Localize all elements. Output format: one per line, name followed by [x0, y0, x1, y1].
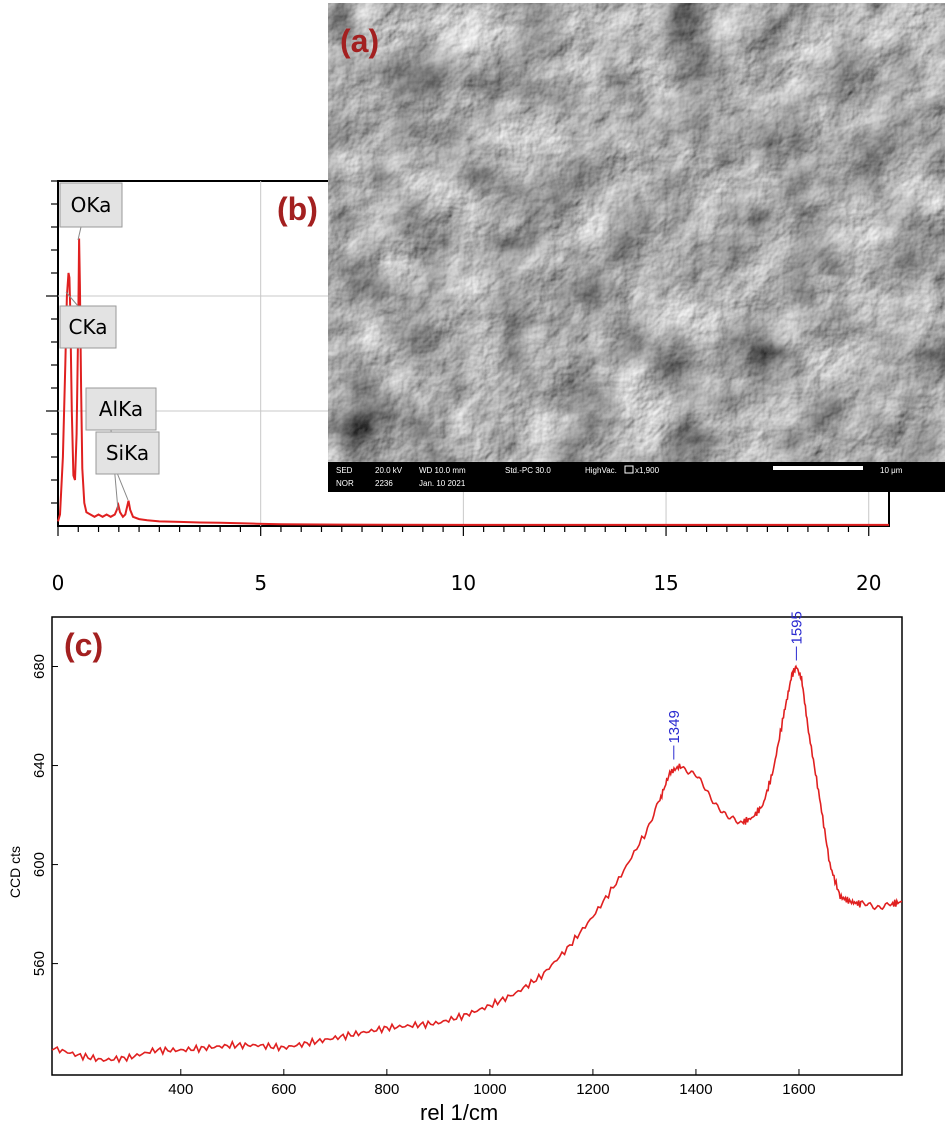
sem-scale-bar	[773, 466, 863, 470]
raman-peak-label: 1349	[666, 710, 683, 743]
eds-peak-leader	[77, 226, 82, 241]
raman-x-tick-label: 1400	[679, 1081, 712, 1098]
sem-spot: Std.-PC 30.0	[505, 466, 551, 475]
panel-label-b: (b)	[277, 191, 318, 227]
camera-icon	[624, 465, 634, 474]
eds-ticks	[46, 180, 870, 536]
eds-x-tick-label: 20	[856, 571, 881, 595]
eds-peak-cka: CKa	[59, 291, 117, 349]
eds-peak-box	[85, 387, 157, 431]
raman-peak-1595: 1595	[788, 611, 805, 661]
raman-plot-frame	[51, 616, 903, 1076]
eds-peak-oka: OKa	[59, 182, 123, 241]
eds-peak-label: SiKa	[106, 441, 149, 465]
eds-peak-box	[95, 431, 160, 475]
raman-x-tick-label: 400	[168, 1081, 193, 1098]
eds-peak-alka: AlKa	[85, 387, 157, 511]
raman-x-axis-title: rel 1/cm	[420, 1100, 498, 1125]
sem-id: 2236	[375, 479, 393, 488]
sem-mode: NOR	[336, 479, 354, 488]
sem-micrograph	[328, 3, 945, 462]
raman-y-tick-label: 600	[31, 852, 48, 877]
raman-y-tick-label: 560	[31, 951, 48, 976]
eds-x-tick-label: 15	[653, 571, 678, 595]
eds-peak-sika: SiKa	[95, 431, 160, 501]
raman-spectrum-line	[51, 664, 903, 1064]
raman-peak-label: 1595	[788, 611, 805, 644]
eds-x-tick-label: 5	[254, 571, 267, 595]
raman-spectrum-panel: 400 600 800 1000 1200 1400 1600 560 600 640 680 13…	[7, 611, 903, 1125]
raman-ticks	[52, 666, 800, 1075]
raman-peak-labels: 1349 1595	[666, 611, 805, 760]
sem-info-row-2: NOR 2236 Jan. 10 2021	[336, 479, 466, 488]
eds-x-tick-label: 10	[451, 571, 476, 595]
eds-spectrum-line	[57, 238, 889, 526]
eds-peak-label: CKa	[69, 315, 108, 339]
raman-x-tick-label: 1600	[782, 1081, 815, 1098]
eds-peak-leader	[65, 291, 79, 307]
raman-x-tick-label: 1200	[576, 1081, 609, 1098]
sem-detector: SED	[336, 466, 353, 475]
eds-peak-box	[59, 182, 123, 228]
sem-date: Jan. 10 2021	[419, 479, 466, 488]
panel-label-c: (c)	[64, 627, 103, 663]
eds-x-tick-label: 0	[52, 571, 65, 595]
raman-x-tick-label: 1000	[473, 1081, 506, 1098]
eds-peak-label: AlKa	[99, 397, 143, 421]
raman-y-tick-label: 680	[31, 654, 48, 679]
sem-image-panel: SED 20.0 kV WD 10.0 mm Std.-PC 30.0 High…	[328, 3, 945, 492]
eds-peak-labels: OKa CKa AlKa SiKa	[59, 182, 160, 511]
raman-y-axis-title: CCD cts	[7, 846, 23, 898]
raman-y-tick-label: 640	[31, 753, 48, 778]
sem-info-row-1: SED 20.0 kV WD 10.0 mm Std.-PC 30.0 High…	[336, 465, 903, 475]
sem-working-distance: WD 10.0 mm	[419, 466, 466, 475]
eds-peak-box	[59, 305, 117, 349]
raman-peak-1349: 1349	[666, 710, 683, 760]
sem-magnification: x1,900	[635, 466, 660, 475]
raman-tick-labels: 400 600 800 1000 1200 1400 1600 560 600 640 680	[31, 654, 816, 1098]
sem-vacuum: HighVac.	[585, 466, 617, 475]
raman-x-tick-label: 800	[374, 1081, 399, 1098]
eds-tick-labels: 0 5 10 15 20	[52, 571, 882, 595]
eds-peak-leader	[117, 473, 129, 501]
panel-label-a: (a)	[340, 23, 379, 59]
eds-peak-label: OKa	[71, 193, 112, 217]
raman-x-tick-label: 600	[271, 1081, 296, 1098]
sem-voltage: 20.0 kV	[375, 466, 403, 475]
sem-scale-label: 10 μm	[880, 466, 903, 475]
